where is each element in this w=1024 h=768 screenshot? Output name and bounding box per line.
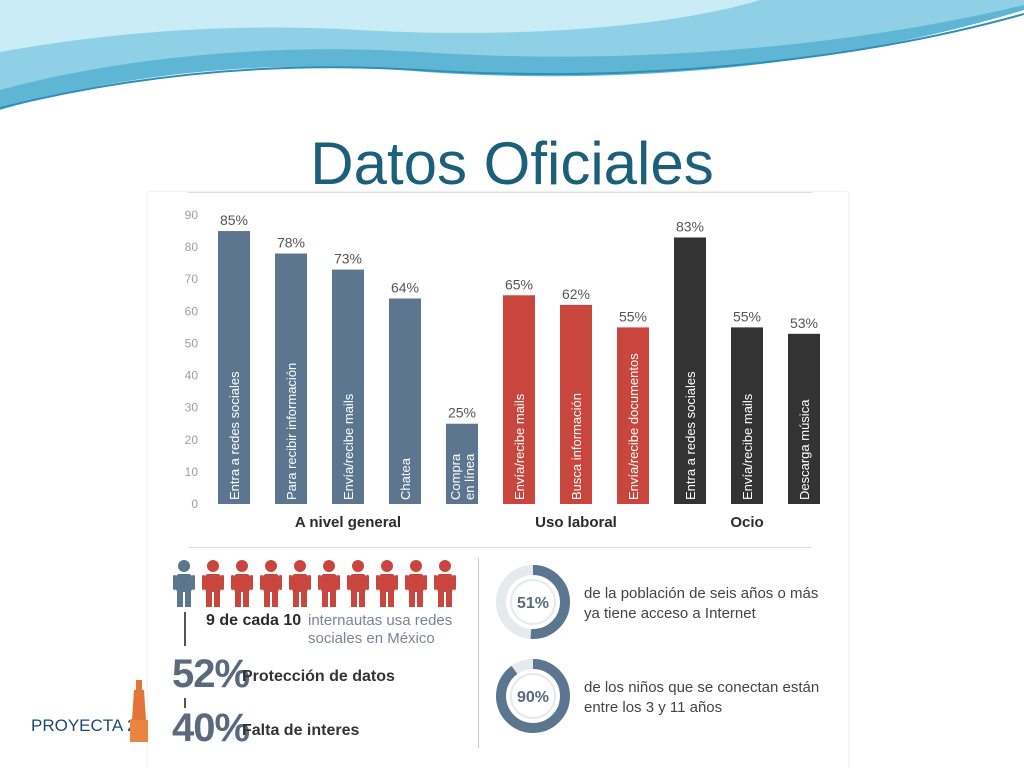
- bar-value-label: 25%: [448, 405, 476, 421]
- bar: [389, 298, 421, 504]
- stats-panel: 9 de cada 10 internautas usa redes socia…: [148, 548, 848, 768]
- bar: [275, 253, 307, 504]
- bar: [332, 269, 364, 504]
- bar: [674, 237, 706, 504]
- bar-category-label: Para recibir información: [284, 363, 299, 500]
- person-icon: [202, 560, 224, 607]
- person-icon: [260, 560, 282, 607]
- y-tick-label: 80: [185, 240, 199, 254]
- person-icon: [173, 560, 195, 607]
- person-icon: [347, 560, 369, 607]
- bar-value-label: 53%: [790, 315, 818, 331]
- gauge-inner: [510, 673, 556, 719]
- people-icons-row: [173, 560, 456, 607]
- person-icon: [376, 560, 398, 607]
- person-icon: [318, 560, 340, 607]
- y-tick-label: 60: [185, 304, 199, 318]
- connector-line: [184, 698, 186, 708]
- y-tick-label: 50: [185, 336, 199, 350]
- bar: [218, 231, 250, 505]
- bar-category-label: Envía/recibe mails: [341, 393, 356, 500]
- category-label-line: Descarga música: [797, 399, 812, 500]
- category-label-line: Chatea: [398, 457, 413, 500]
- gauge-fill: [496, 565, 570, 639]
- category-label-line: Busca información: [569, 393, 584, 500]
- bar-value-label: 73%: [334, 251, 362, 267]
- bar-value-label: 64%: [391, 279, 419, 295]
- bar-chart: 0 10 20 30 40 50 60 70 80 90 85% Entra a redes soci…: [185, 192, 820, 548]
- bar-category-label: Compra en línea: [448, 453, 477, 500]
- bar-value-label: 62%: [562, 286, 590, 302]
- bar-value-label: 55%: [619, 308, 647, 324]
- stat-label-1: Protección de datos: [242, 668, 395, 685]
- category-label-line: Envía/recibe mails: [740, 393, 755, 500]
- stat-label-2: Falta de interes: [242, 722, 360, 739]
- bar: [446, 423, 478, 504]
- gauge-text-1: de la población de seis años o más ya ti…: [584, 585, 819, 622]
- bar-value-label: 65%: [505, 276, 533, 292]
- gauge-51: 51%: [496, 565, 570, 639]
- y-tick-label: 40: [185, 369, 199, 383]
- group-label: A nivel general: [295, 514, 401, 531]
- bar: [731, 327, 763, 504]
- bar-category-label: Chatea: [398, 457, 413, 500]
- ratio-bold-text: 9 de cada 10: [206, 612, 302, 629]
- bar-category-label: Busca información: [569, 393, 584, 500]
- panel-divider: [478, 558, 479, 748]
- bar: [560, 304, 592, 504]
- connector-line: [184, 612, 186, 646]
- category-label-line: Envía/recibe mails: [512, 393, 527, 500]
- gauge-fill: [496, 659, 570, 733]
- y-tick-label: 90: [185, 208, 199, 222]
- bar-category-label: Descarga música: [797, 399, 812, 500]
- bar-value-label: 85%: [220, 212, 248, 228]
- category-label-line: Para recibir información: [284, 363, 299, 500]
- bar-category-label: Entra a redes sociales: [683, 371, 698, 500]
- header-wave-decoration: [0, 0, 1024, 110]
- y-tick-label: 20: [185, 433, 199, 447]
- bar-value-label: 83%: [676, 218, 704, 234]
- page-title: Datos Oficiales: [310, 130, 714, 197]
- infographic-panel: 0 10 20 30 40 50 60 70 80 90 85% Entra a redes soci…: [148, 192, 848, 768]
- category-label-line: Compra: [448, 453, 463, 500]
- category-label-line: Entra a redes sociales: [227, 371, 242, 500]
- bar: [788, 333, 820, 504]
- person-icon: [231, 560, 253, 607]
- person-icon: [289, 560, 311, 607]
- stat-value-2: 40%: [172, 706, 250, 750]
- gauge-value-label: 90%: [517, 689, 549, 706]
- gauge-90: 90%: [496, 659, 570, 733]
- category-label-line: Envía/recibe documentos: [626, 353, 641, 500]
- y-tick-label: 70: [185, 272, 199, 286]
- category-label-line: Entra a redes sociales: [683, 371, 698, 500]
- y-tick-label: 0: [191, 497, 198, 511]
- bar-category-label: Entra a redes sociales: [227, 371, 242, 500]
- stat-value-1: 52%: [172, 652, 250, 696]
- y-tick-label: 30: [185, 401, 199, 415]
- ratio-description: internautas usa redes sociales en México: [308, 612, 453, 647]
- category-label-line: Envía/recibe mails: [341, 393, 356, 500]
- person-icon: [434, 560, 456, 607]
- category-label-line: en línea: [462, 453, 477, 500]
- proyecta-logo: PROYECTA 2: [28, 680, 153, 742]
- group-label: Ocio: [730, 514, 763, 531]
- person-icon: [405, 560, 427, 607]
- lighthouse-logo-icon: [130, 680, 148, 742]
- bar-category-label: Envía/recibe documentos: [626, 353, 641, 500]
- bar: [617, 327, 649, 504]
- bar-value-label: 78%: [277, 235, 305, 251]
- bar-value-label: 55%: [733, 308, 761, 324]
- y-tick-label: 10: [185, 465, 199, 479]
- gauge-inner: [510, 579, 556, 625]
- gauge-text-2: de los niños que se conectan están entre…: [584, 679, 820, 716]
- bar-category-label: Envía/recibe mails: [740, 393, 755, 500]
- group-label: Uso laboral: [535, 514, 617, 531]
- gauge-value-label: 51%: [517, 595, 549, 612]
- logo-text: PROYECTA 2: [31, 716, 137, 735]
- bar: [503, 295, 535, 504]
- bar-category-label: Envía/recibe mails: [512, 393, 527, 500]
